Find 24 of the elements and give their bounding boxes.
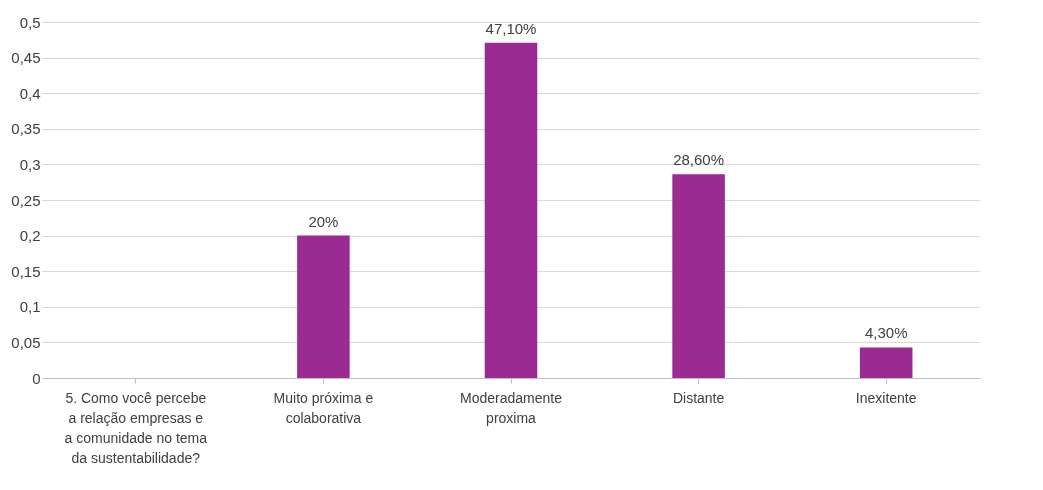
data-label: 4,30%: [864, 324, 908, 342]
y-tick-label: 0: [32, 369, 41, 387]
x-tick-label: Distante: [672, 389, 725, 406]
y-tick-label: 0,3: [19, 155, 41, 173]
y-tick-label: 0,35: [11, 120, 41, 138]
data-label: 28,60%: [673, 151, 725, 169]
bar: [672, 174, 725, 378]
y-tick-label: 0,5: [19, 13, 41, 31]
y-tick-label: 0,45: [11, 49, 41, 67]
x-tick-label: Muito próxima e colaborativa: [273, 389, 374, 426]
bar: [297, 235, 350, 378]
bar: [484, 42, 538, 378]
data-label: 47,10%: [485, 19, 537, 37]
bar: [859, 347, 913, 378]
y-tick-label: 0,15: [11, 262, 41, 280]
y-tick-label: 0,4: [19, 84, 41, 102]
y-tick-label: 0,2: [19, 227, 41, 245]
y-tick-label: 0,1: [19, 298, 41, 316]
x-tick-label: 5. Como você percebe a relação empresas e a comunidade no tema da sustentabilidade?: [64, 389, 208, 466]
data-label: 20%: [308, 212, 339, 230]
x-tick-label: Inexitente: [855, 389, 917, 406]
y-tick-label: 0,25: [11, 191, 41, 209]
x-tick-label: Moderadamente proxima: [460, 389, 563, 426]
y-tick-label: 0,05: [11, 333, 41, 351]
